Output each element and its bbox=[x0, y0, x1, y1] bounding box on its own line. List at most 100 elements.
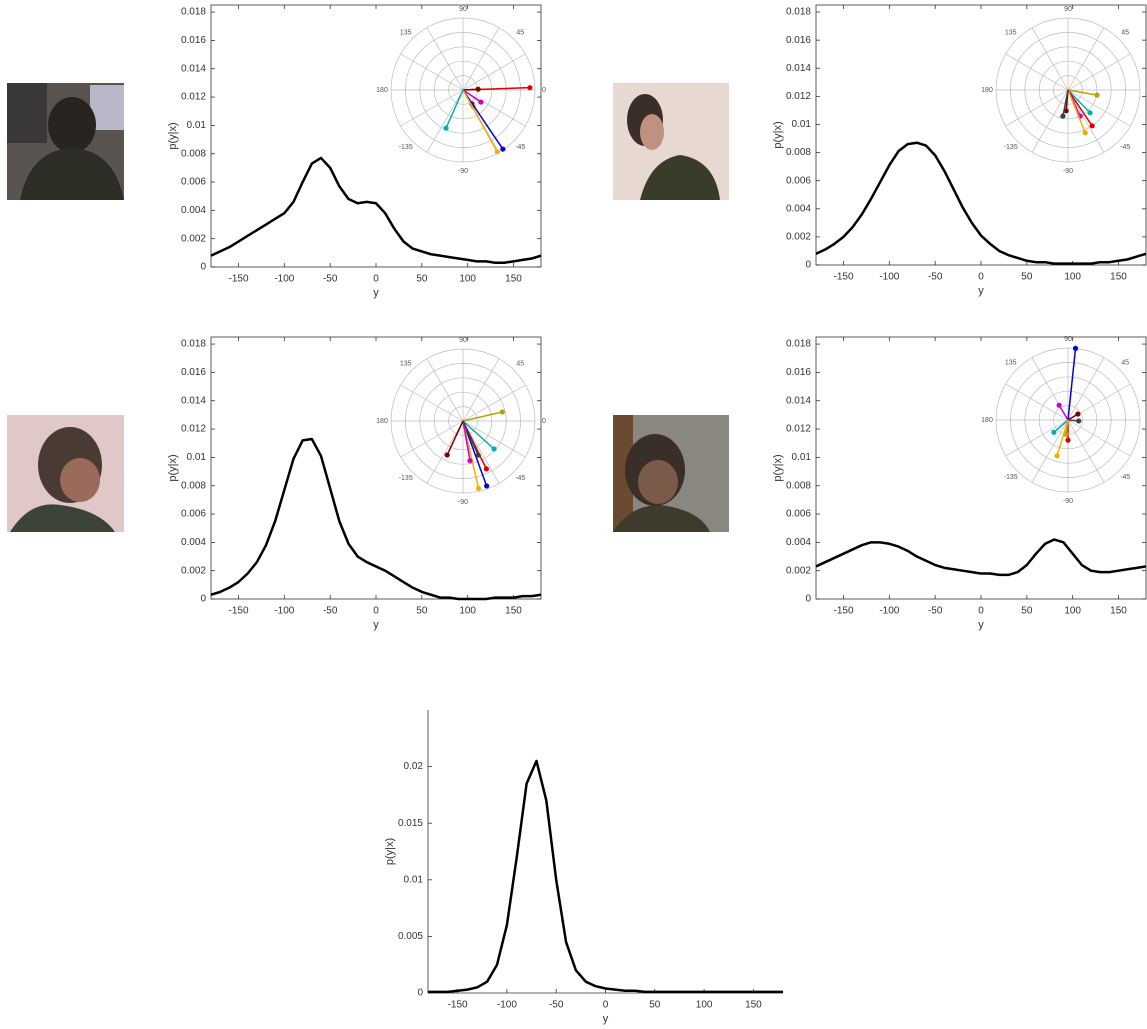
y-axis-label: p(y|x) bbox=[167, 122, 179, 149]
y-tick-label: 0.004 bbox=[181, 537, 206, 548]
density-line bbox=[816, 540, 1146, 575]
y-tick-label: 0 bbox=[200, 262, 206, 273]
y-tick-label: 0.002 bbox=[181, 565, 206, 576]
y-tick-label: 0.002 bbox=[786, 565, 811, 576]
polar-angle-label: 45 bbox=[1121, 360, 1129, 367]
x-tick-label: 150 bbox=[505, 606, 522, 617]
polar-angle-label: -45 bbox=[515, 144, 525, 151]
polar-point bbox=[1076, 418, 1081, 423]
polar-angle-label: -45 bbox=[1120, 474, 1130, 481]
polar-angle-label: 90 bbox=[1064, 6, 1072, 13]
x-tick-label: -150 bbox=[833, 606, 853, 617]
photo bbox=[7, 83, 124, 200]
polar-point bbox=[527, 85, 532, 90]
polar-angle-label: -90 bbox=[458, 499, 468, 506]
polar-angle-label: 180 bbox=[376, 87, 388, 94]
x-tick-label: -100 bbox=[274, 274, 294, 285]
polar-angle-label: -135 bbox=[399, 475, 413, 482]
y-tick-label: 0.012 bbox=[181, 92, 206, 103]
polar-point bbox=[500, 146, 505, 151]
y-tick-label: 0.006 bbox=[181, 177, 206, 188]
polar-point bbox=[1057, 403, 1062, 408]
polar-angle-label: 180 bbox=[981, 87, 993, 94]
polar-angle-label: 0 bbox=[542, 418, 546, 425]
polar-point bbox=[1087, 110, 1092, 115]
y-tick-label: 0.008 bbox=[786, 480, 811, 491]
density-line bbox=[428, 761, 783, 992]
y-tick-label: 0.016 bbox=[181, 367, 206, 378]
x-tick-label: 100 bbox=[459, 606, 476, 617]
y-tick-label: 0.015 bbox=[398, 818, 423, 829]
x-tick-label: -50 bbox=[323, 274, 338, 285]
y-tick-label: 0.01 bbox=[792, 119, 812, 130]
polar-point bbox=[1090, 123, 1095, 128]
x-tick-label: 150 bbox=[505, 274, 522, 285]
x-tick-label: 0 bbox=[603, 1000, 609, 1011]
y-tick-label: 0.016 bbox=[181, 35, 206, 46]
x-tick-label: 0 bbox=[373, 606, 379, 617]
y-tick-label: 0 bbox=[805, 594, 811, 605]
polar-point bbox=[475, 87, 480, 92]
y-axis-label: p(y|x) bbox=[772, 121, 784, 148]
x-tick-label: -100 bbox=[497, 1000, 517, 1011]
y-axis-label: p(y|x) bbox=[772, 454, 784, 481]
polar-point bbox=[1051, 430, 1056, 435]
x-tick-label: -150 bbox=[228, 606, 248, 617]
x-tick-label: 150 bbox=[1110, 272, 1127, 283]
polar-point bbox=[1054, 453, 1059, 458]
polar-angle-label: -90 bbox=[1063, 168, 1073, 175]
x-tick-label: -50 bbox=[928, 272, 943, 283]
y-tick-label: 0.014 bbox=[786, 63, 811, 74]
y-tick-label: 0 bbox=[805, 260, 811, 271]
polar-angle-label: 135 bbox=[1005, 360, 1017, 367]
polar-angle-label: -45 bbox=[1120, 144, 1130, 151]
x-tick-label: -150 bbox=[228, 274, 248, 285]
y-tick-label: 0.012 bbox=[786, 424, 811, 435]
polar-angle-label: -135 bbox=[1004, 144, 1018, 151]
polar-angle-label: 135 bbox=[400, 361, 412, 368]
polar-angle-label: 45 bbox=[1121, 30, 1129, 37]
x-tick-label: 100 bbox=[696, 1000, 713, 1011]
polar-angle-label: 45 bbox=[516, 30, 524, 37]
polar-angle-label: 45 bbox=[516, 361, 524, 368]
polar-angle-label: -135 bbox=[1004, 474, 1018, 481]
y-tick-label: 0.018 bbox=[786, 7, 811, 18]
x-tick-label: 0 bbox=[978, 272, 984, 283]
x-tick-label: 50 bbox=[416, 606, 428, 617]
y-tick-label: 0.02 bbox=[404, 761, 424, 772]
y-tick-label: 0 bbox=[417, 988, 423, 999]
polar-angle-label: 0 bbox=[542, 87, 546, 94]
polar-point bbox=[476, 486, 481, 491]
polar-point bbox=[1075, 411, 1080, 416]
x-tick-label: -100 bbox=[879, 606, 899, 617]
polar-point bbox=[1065, 438, 1070, 443]
y-tick-label: 0.008 bbox=[181, 480, 206, 491]
y-tick-label: 0.002 bbox=[181, 233, 206, 244]
y-tick-label: 0.006 bbox=[181, 509, 206, 520]
x-axis-label: y bbox=[978, 619, 984, 631]
polar-angle-label: 135 bbox=[1005, 30, 1017, 37]
x-tick-label: -100 bbox=[879, 272, 899, 283]
y-tick-label: 0.006 bbox=[786, 509, 811, 520]
polar-angle-label: 180 bbox=[376, 418, 388, 425]
y-tick-label: 0.018 bbox=[181, 7, 206, 18]
polar-point bbox=[467, 458, 472, 463]
polar-angle-label: -45 bbox=[515, 475, 525, 482]
y-tick-label: 0.01 bbox=[404, 874, 424, 885]
x-tick-label: -50 bbox=[323, 606, 338, 617]
x-tick-label: 0 bbox=[978, 606, 984, 617]
polar-angle-label: -135 bbox=[399, 144, 413, 151]
polar-angle-label: -90 bbox=[1063, 498, 1073, 505]
y-tick-label: 0.014 bbox=[181, 63, 206, 74]
polar-point bbox=[1083, 130, 1088, 135]
y-tick-label: 0.018 bbox=[181, 339, 206, 350]
polar-point bbox=[478, 99, 483, 104]
y-tick-label: 0.016 bbox=[786, 35, 811, 46]
y-tick-label: 0.012 bbox=[181, 424, 206, 435]
y-tick-label: 0.01 bbox=[792, 452, 812, 463]
y-tick-label: 0 bbox=[200, 594, 206, 605]
polar-point bbox=[445, 452, 450, 457]
polar-angle-label: 90 bbox=[459, 6, 467, 13]
polar-point bbox=[484, 466, 489, 471]
x-tick-label: 100 bbox=[1064, 606, 1081, 617]
